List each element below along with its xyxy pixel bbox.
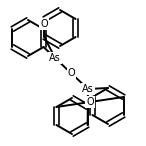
Text: O: O [40,19,48,29]
Text: As: As [49,53,61,63]
Text: As: As [82,84,94,94]
Text: O: O [86,97,94,107]
Text: O: O [68,68,75,79]
